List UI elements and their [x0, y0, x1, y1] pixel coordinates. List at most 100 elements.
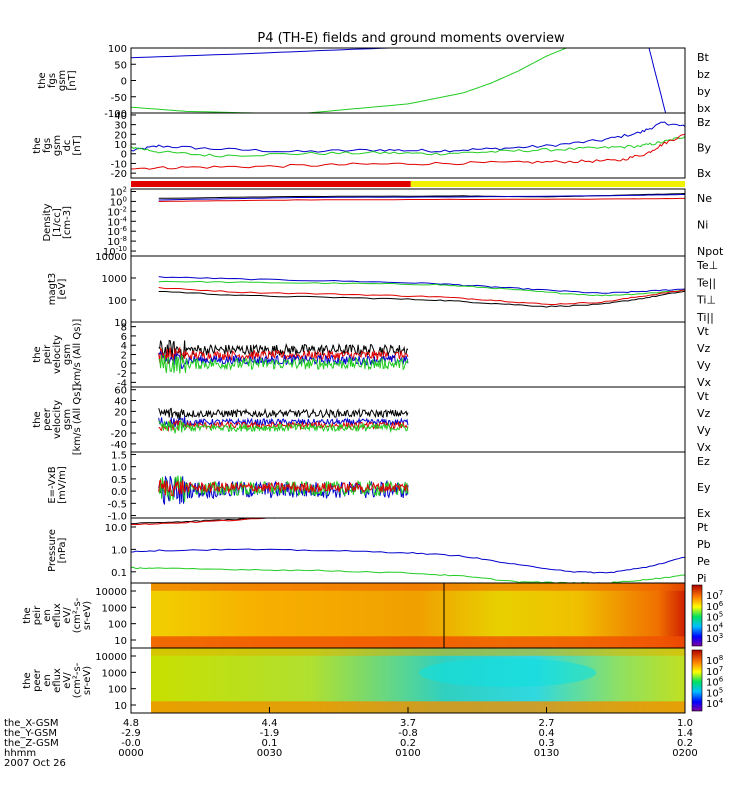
- x-axis-value: 0100: [395, 748, 420, 759]
- panel-frame: [130, 386, 686, 453]
- series-Ez: [158, 479, 409, 496]
- colorbar-tick-label: 106: [706, 676, 724, 689]
- x-axis-value: 1.0: [677, 718, 693, 729]
- legend-bz: bz: [697, 68, 710, 81]
- panel-frame: [130, 112, 686, 179]
- colorbar: [691, 649, 703, 712]
- series-Vt: [158, 339, 409, 361]
- x-axis-value: 0.1: [262, 738, 278, 749]
- legend-By: By: [697, 142, 712, 155]
- y-tick-label: 10000: [95, 587, 127, 598]
- y-tick-label: 10: [114, 318, 127, 329]
- y-axis-label: E=-VxB[mV/m]: [47, 466, 68, 504]
- series-Bx: [131, 121, 685, 153]
- panel-e_field: E=-VxB[mV/m] 1.5 1.00.50.0-0.5 -1.0 Ez Ey Ex: [47, 450, 711, 522]
- legend-Te||: Te||: [696, 276, 716, 289]
- series-Pt: [131, 518, 275, 525]
- legend-Ne: Ne: [697, 192, 712, 205]
- colorbar-tick-label: 103: [706, 632, 723, 645]
- series-Vz: [158, 419, 409, 433]
- x-axis-value: 0130: [534, 748, 559, 759]
- spectrogram-high-band: [151, 583, 685, 591]
- spectrogram-gap: [131, 583, 151, 648]
- plot-area: [158, 339, 409, 374]
- y-tick-label: 60: [114, 386, 127, 397]
- legend-Vz: Vz: [697, 407, 711, 420]
- legend-by: by: [697, 85, 711, 98]
- y-tick-label: -4: [117, 378, 127, 389]
- y-tick-label: 1000: [102, 668, 127, 679]
- series-Ti⊥: [158, 276, 685, 294]
- x-axis-row-label: the_Z-GSM: [4, 738, 59, 749]
- x-axis-row-label: the_Y-GSM: [4, 728, 57, 739]
- legend-Ti⊥: Ti⊥: [696, 294, 716, 307]
- legend-Pe: Pe: [697, 555, 710, 568]
- y-tick-label: 100: [108, 685, 127, 696]
- x-axis-value: 1.4: [677, 728, 693, 739]
- y-tick-label: 20: [114, 130, 127, 141]
- y-tick-label: -50: [111, 93, 127, 104]
- legend-Pt: Pt: [697, 521, 709, 534]
- legend-Bz: Bz: [697, 116, 711, 129]
- series-Vx: [158, 416, 409, 428]
- y-tick-label: -2: [117, 369, 127, 380]
- y-axis-label: Density[1/cc][cm-3]: [42, 203, 73, 241]
- legend-Bx: Bx: [697, 167, 712, 180]
- series-Ti||: [158, 280, 685, 297]
- y-axis-label: magt3[eV]: [47, 273, 68, 306]
- legend-Vt: Vt: [697, 325, 710, 338]
- panel-temperature: magt3[eV] 10000 1000 100 10 Te⊥ Te|| Ti⊥ Ti||: [47, 252, 718, 329]
- plot-area: [131, 518, 685, 583]
- x-axis-value: 0200: [672, 748, 697, 759]
- series-bx: [131, 48, 667, 113]
- panel-frame: [130, 47, 686, 114]
- x-axis-value: 0.4: [539, 728, 555, 739]
- y-tick-label: 6: [121, 332, 127, 343]
- y-tick-label: 1000: [102, 274, 127, 285]
- x-axis-value: -0.0: [121, 738, 141, 749]
- plot-area: [158, 407, 409, 434]
- x-axis-row-label: hhmm: [4, 748, 36, 759]
- colorbar-tick-label: 106: [706, 600, 724, 613]
- series-Pe: [131, 566, 685, 583]
- legend-Vy: Vy: [697, 359, 711, 372]
- y-axis-label: thepeervelocitygsm[km/s (All Qs)]: [32, 384, 83, 456]
- x-axis-value: 0.3: [539, 738, 555, 749]
- x-axis-date: 2007 Oct 26: [4, 758, 66, 769]
- y-tick-label: 100: [108, 620, 127, 631]
- x-axis-value: 0.2: [400, 738, 416, 749]
- legend-Pb: Pb: [697, 538, 711, 551]
- series-Vy: [158, 419, 409, 434]
- legend-Ni: Ni: [697, 219, 708, 232]
- series-Pb: [131, 518, 285, 526]
- series-Te||: [158, 290, 685, 308]
- y-tick-label: 100: [108, 296, 127, 307]
- y-tick-label: 1000: [102, 603, 127, 614]
- y-tick-label: 0.1: [111, 568, 127, 579]
- plot-area: [158, 475, 409, 505]
- y-tick-label: -1.0: [107, 512, 127, 523]
- y-tick-label: 10: [114, 701, 127, 712]
- legend-Vy: Vy: [697, 424, 711, 437]
- spectrogram-low-band: [151, 701, 685, 713]
- spectrogram-low-band: [151, 636, 685, 648]
- colorbar-tick-label: 107: [706, 665, 723, 678]
- y-tick-label: 0: [121, 77, 127, 88]
- series-Bz: [131, 133, 685, 170]
- colorbar: [691, 584, 703, 647]
- panel-peer_eflux: thepeerenefluxeV/(cm²-s-sr-eV)10000 1000 1…: [22, 647, 724, 714]
- y-tick-label: 102: [110, 185, 127, 198]
- legend-Ex: Ex: [697, 507, 711, 520]
- y-axis-label: thefgsgsmdc[nT]: [32, 135, 83, 156]
- y-tick-label: 100: [108, 44, 127, 55]
- y-tick-label: 1.5: [111, 450, 127, 461]
- y-tick-label: 10: [114, 636, 127, 647]
- y-tick-label: 0: [121, 360, 127, 371]
- colorbar-tick-label: 105: [706, 611, 723, 624]
- legend-Npot: Npot: [697, 245, 724, 258]
- series-Vt: [158, 407, 409, 421]
- y-tick-label: 1.0: [111, 463, 127, 474]
- legend-bx: bx: [697, 102, 711, 115]
- y-tick-label: 10-8: [107, 235, 127, 248]
